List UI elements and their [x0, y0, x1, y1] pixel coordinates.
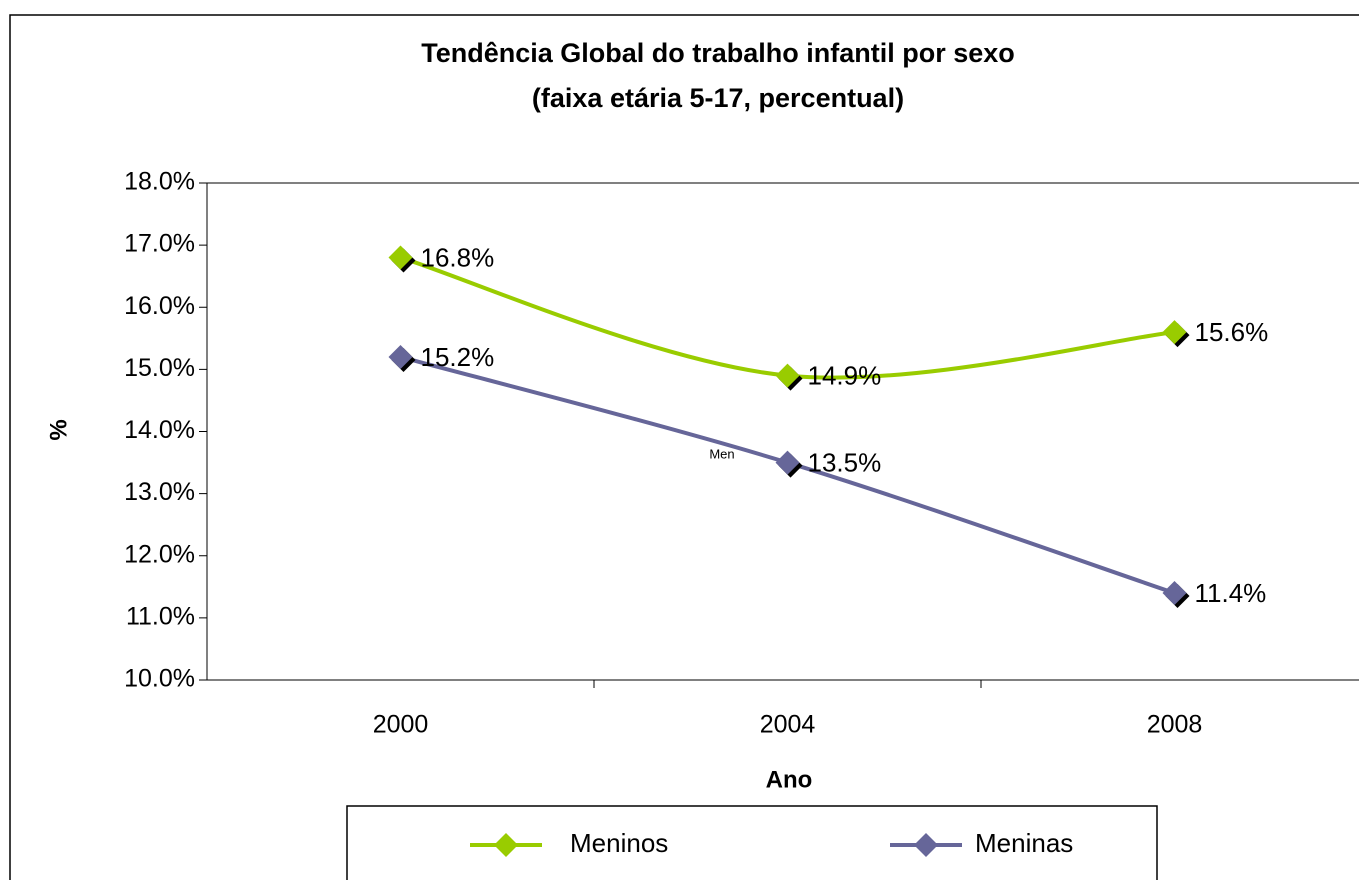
data-label: 13.5% — [808, 447, 882, 477]
legend-label: Meninas — [975, 828, 1073, 858]
marker — [1162, 320, 1187, 345]
marker — [1162, 581, 1187, 606]
x-axis-title: Ano — [766, 766, 813, 793]
y-tick-label: 16.0% — [124, 292, 195, 320]
y-tick-label: 14.0% — [124, 416, 195, 444]
y-tick-label: 12.0% — [124, 540, 195, 568]
y-tick-label: 18.0% — [124, 168, 195, 196]
legend-label: Meninos — [570, 828, 668, 858]
data-label: 11.4% — [1195, 578, 1267, 608]
data-label: 16.8% — [421, 242, 495, 272]
marker — [775, 450, 800, 475]
x-tick-label: 2008 — [1147, 711, 1203, 739]
legend-marker — [494, 833, 518, 857]
x-tick-label: 2000 — [373, 711, 429, 739]
y-axis-title: % — [45, 419, 72, 440]
marker — [388, 245, 413, 270]
chart-subtitle: (faixa etária 5-17, percentual) — [532, 83, 904, 113]
y-tick-label: 17.0% — [124, 230, 195, 258]
y-tick-label: 10.0% — [124, 665, 195, 693]
data-label: 15.2% — [421, 342, 495, 372]
y-tick-label: 11.0% — [126, 602, 195, 630]
x-tick-label: 2004 — [760, 711, 816, 739]
chart-frame — [9, 14, 1359, 880]
y-tick-label: 13.0% — [124, 478, 195, 506]
data-label: 15.6% — [1195, 317, 1269, 347]
marker — [388, 344, 413, 369]
chart-title: Tendência Global do trabalho infantil po… — [421, 38, 1015, 68]
marker — [775, 363, 800, 388]
legend-marker — [914, 833, 938, 857]
y-tick-label: 15.0% — [124, 354, 195, 382]
annotation: Men — [709, 446, 734, 461]
data-label: 14.9% — [808, 360, 882, 390]
